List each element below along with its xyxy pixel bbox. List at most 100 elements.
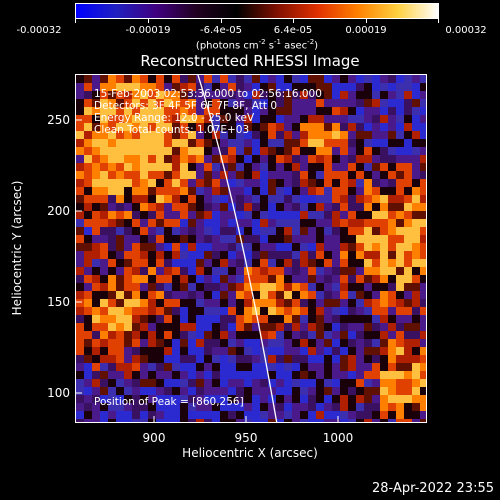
heatmap-cell	[372, 387, 381, 396]
heatmap-cell	[212, 395, 221, 404]
heatmap-cell	[420, 179, 426, 188]
heatmap-cell	[92, 395, 101, 404]
heatmap-cell	[356, 259, 365, 268]
heatmap-cell	[124, 403, 133, 412]
heatmap-cell	[204, 355, 213, 364]
heatmap-cell	[244, 411, 253, 420]
heatmap-cell	[372, 315, 381, 324]
heatmap-cell	[180, 139, 189, 148]
colorbar	[75, 3, 439, 19]
heatmap-cell	[148, 355, 157, 364]
heatmap-cell	[244, 291, 253, 300]
heatmap-cell	[348, 131, 357, 140]
heatmap-cell	[244, 307, 253, 316]
heatmap-cell	[372, 155, 381, 164]
heatmap-cell	[300, 83, 309, 92]
heatmap-cell	[220, 395, 229, 404]
heatmap-cell	[148, 115, 157, 124]
heatmap-cell	[300, 283, 309, 292]
heatmap-cell	[236, 211, 245, 220]
heatmap-cell	[276, 235, 285, 244]
heatmap-cell	[332, 219, 341, 228]
heatmap-cell	[124, 195, 133, 204]
heatmap-cell	[284, 243, 293, 252]
heatmap-cell	[132, 155, 141, 164]
heatmap-cell	[244, 147, 253, 156]
heatmap-cell	[156, 387, 165, 396]
heatmap-cell	[308, 259, 317, 268]
heatmap-cell	[108, 243, 117, 252]
heatmap-cell	[348, 419, 357, 422]
heatmap-cell	[244, 219, 253, 228]
heatmap-cell	[116, 83, 125, 92]
heatmap-cell	[156, 411, 165, 420]
heatmap-cell	[92, 403, 101, 412]
heatmap-cell	[172, 123, 181, 132]
heatmap-cell	[188, 323, 197, 332]
heatmap-cell	[164, 347, 173, 356]
heatmap-cell	[172, 155, 181, 164]
heatmap-cell	[196, 227, 205, 236]
heatmap-cell	[420, 171, 426, 180]
heatmap-cell	[340, 115, 349, 124]
heatmap-cell	[276, 123, 285, 132]
heatmap-cell	[396, 379, 405, 388]
heatmap-cell	[300, 115, 309, 124]
heatmap-cell	[164, 83, 173, 92]
heatmap-cell	[228, 227, 237, 236]
heatmap-cell	[164, 387, 173, 396]
heatmap-cell	[244, 299, 253, 308]
heatmap-cell	[212, 131, 221, 140]
heatmap-cell	[332, 211, 341, 220]
heatmap-cell	[164, 251, 173, 260]
heatmap-cell	[148, 275, 157, 284]
heatmap-cell	[196, 315, 205, 324]
heatmap-cell	[108, 115, 117, 124]
heatmap-cell	[204, 379, 213, 388]
heatmap-cell	[108, 403, 117, 412]
heatmap-cell	[332, 363, 341, 372]
heatmap-cell	[308, 227, 317, 236]
heatmap-cell	[300, 251, 309, 260]
heatmap-cell	[204, 395, 213, 404]
heatmap-cell	[276, 363, 285, 372]
heatmap-cell	[268, 131, 277, 140]
heatmap-cell	[148, 395, 157, 404]
heatmap-cell	[116, 75, 125, 84]
heatmap-cell	[252, 163, 261, 172]
heatmap-cell	[420, 275, 426, 284]
heatmap-cell	[324, 299, 333, 308]
heatmap-cell	[148, 91, 157, 100]
heatmap-cell	[396, 155, 405, 164]
heatmap-cell	[140, 107, 149, 116]
heatmap-cell	[92, 299, 101, 308]
heatmap-cell	[228, 99, 237, 108]
heatmap-cell	[92, 227, 101, 236]
heatmap-cell	[308, 203, 317, 212]
heatmap-cell	[156, 155, 165, 164]
heatmap-cell	[220, 275, 229, 284]
heatmap-cell	[156, 299, 165, 308]
heatmap-cell	[100, 267, 109, 276]
heatmap-cell	[404, 123, 413, 132]
heatmap-cell	[252, 227, 261, 236]
heatmap-cell	[404, 283, 413, 292]
heatmap-cell	[204, 171, 213, 180]
heatmap-cell	[252, 83, 261, 92]
heatmap-cell	[116, 355, 125, 364]
heatmap-cell	[300, 419, 309, 422]
heatmap-cell	[172, 355, 181, 364]
heatmap-cell	[124, 387, 133, 396]
heatmap-cell	[308, 83, 317, 92]
heatmap-cell	[380, 387, 389, 396]
heatmap-cell	[172, 379, 181, 388]
heatmap-cell	[228, 291, 237, 300]
heatmap-cell	[300, 387, 309, 396]
heatmap-cell	[260, 291, 269, 300]
heatmap-cell	[412, 419, 421, 422]
heatmap-cell	[196, 99, 205, 108]
heatmap-cell	[236, 299, 245, 308]
heatmap-cell	[228, 155, 237, 164]
heatmap-cell	[324, 195, 333, 204]
heatmap-cell	[260, 259, 269, 268]
